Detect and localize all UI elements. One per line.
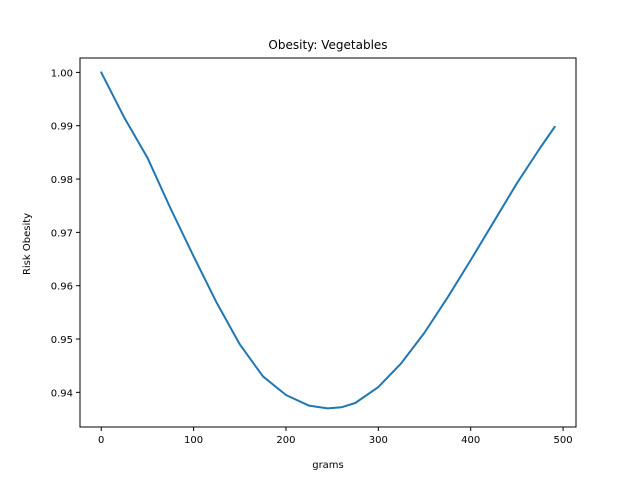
y-tick-label: 0.96 xyxy=(51,282,73,293)
y-tick-label: 0.98 xyxy=(51,175,73,186)
y-axis-label: Risk Obesity xyxy=(22,213,33,275)
x-tick-label: 100 xyxy=(184,435,203,446)
y-tick-label: 0.95 xyxy=(51,335,73,346)
y-tick-label: 0.97 xyxy=(51,228,73,239)
series-line-0 xyxy=(100,71,556,410)
y-tick-label: 0.99 xyxy=(51,122,73,133)
x-tick-label: 400 xyxy=(461,435,480,446)
chart-title: Obesity: Vegetables xyxy=(268,38,387,52)
axes-frame xyxy=(79,57,577,428)
x-tick-label: 300 xyxy=(369,435,388,446)
x-tick-label: 200 xyxy=(276,435,295,446)
x-axis-label: grams xyxy=(312,460,344,471)
x-tick-label: 0 xyxy=(98,435,104,446)
y-tick-label: 1.00 xyxy=(51,68,73,79)
x-tick-label: 500 xyxy=(554,435,573,446)
plot-area: 0 100 200 300 400 500 0.94 0.95 0.96 0.97 0.98 0.99… xyxy=(51,57,577,446)
y-tick-label: 0.94 xyxy=(51,388,73,399)
